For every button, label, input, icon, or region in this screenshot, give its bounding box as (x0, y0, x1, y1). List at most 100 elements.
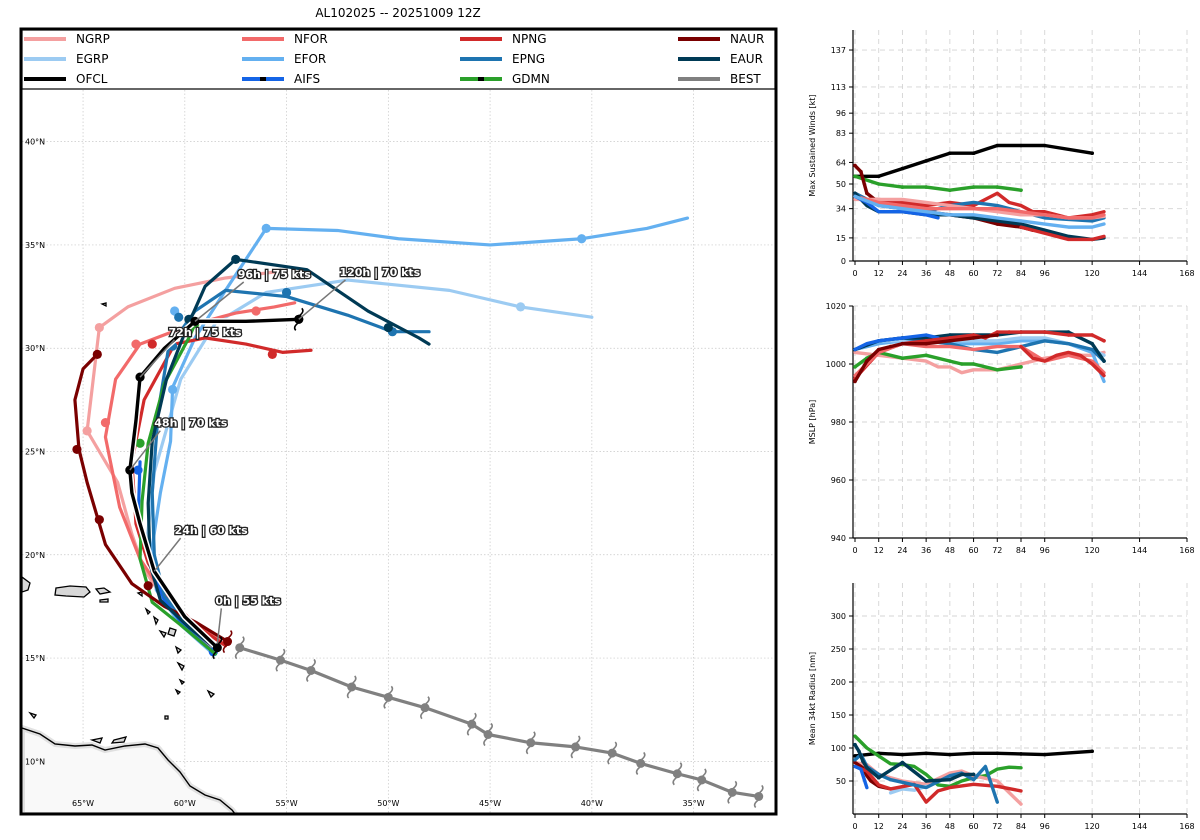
panel-ytick-label: 200 (831, 678, 846, 687)
map-ytick-label: 40°N (25, 138, 45, 147)
island-outline (89, 737, 104, 744)
storm-symbol (275, 648, 286, 672)
panel-point-NAUR (900, 341, 905, 346)
panel-xtick-label: 36 (921, 269, 931, 278)
island-outline (99, 598, 109, 603)
panel-ytick-label: 960 (831, 476, 846, 485)
island-outline (176, 661, 185, 672)
panel-point-NPNG (924, 339, 928, 343)
panel-xtick-label: 0 (852, 546, 857, 555)
panel-point-EAUR (1090, 341, 1094, 346)
panel-point-EAUR (924, 336, 928, 340)
track-point-NAUR (94, 515, 104, 525)
panel-xtick-label: 120 (1085, 546, 1100, 555)
storm-symbol (222, 629, 233, 654)
track-point-GDMN (135, 438, 145, 448)
island-outline (100, 302, 107, 308)
panel-xtick-label: 144 (1132, 269, 1147, 278)
annotation-label: 0h | 55 kts (215, 594, 281, 607)
annotation-label: 120h | 70 kts (339, 266, 420, 279)
panel-point-NPNG (1066, 333, 1071, 337)
panel-point-GDMN (971, 185, 976, 189)
panel-xtick-label: 72 (992, 269, 1002, 278)
forecast-annotation: 48h | 70 kts (129, 415, 229, 471)
island-outline (136, 591, 143, 598)
panel-series-EFOR (853, 194, 1106, 229)
storm-symbol (570, 735, 581, 759)
panel-point-OFCL (948, 752, 952, 757)
storm-symbol (466, 712, 477, 736)
panel-point-GDMN (924, 353, 928, 358)
panel-point-GDMN (948, 188, 952, 192)
panel-point-OFCL (1019, 143, 1023, 148)
island-outline (164, 715, 169, 720)
forecast-annotation: 120h | 70 kts (298, 265, 422, 320)
annotation-label: 96h | 75 kts (238, 268, 312, 281)
legend-entry-EGRP: EGRP (24, 52, 108, 66)
storm-symbol (346, 675, 357, 699)
island-outline (54, 585, 91, 598)
island-outline (94, 587, 112, 595)
panel-series-GDMN (853, 174, 1023, 192)
panel-xtick-label: 24 (897, 546, 907, 555)
legend-entry-EAUR: EAUR (678, 52, 763, 66)
island-outline (158, 629, 167, 639)
panel-xtick-label: 60 (968, 546, 978, 555)
panel-point-OFCL (948, 151, 952, 155)
island-outline (178, 678, 186, 686)
panel-xtick-label: 12 (874, 269, 884, 278)
panel-xtick-label: 60 (968, 269, 978, 278)
panel-series-OFCL (853, 143, 1094, 179)
panel-xtick-label: 72 (992, 546, 1002, 555)
legend-entry-GDMN: GDMN (460, 72, 550, 86)
panel-point-OFCL (924, 159, 928, 163)
legend-label: EGRP (76, 52, 108, 66)
track-point-NFOR (100, 417, 111, 428)
track-point-NAUR (92, 349, 102, 360)
panel-ytick-label: 137 (831, 46, 846, 55)
panel-point-OFCL (971, 751, 976, 756)
panel-point-OFCL (900, 166, 905, 171)
map-ytick-label: 25°N (25, 448, 45, 457)
map-xtick-label: 65°W (72, 799, 94, 808)
panel-point-EAUR (876, 775, 881, 780)
legend-label: EFOR (294, 52, 326, 66)
panel-point-NAUR (865, 191, 869, 196)
panel-ytick-label: 100 (831, 744, 846, 753)
panel-point-OFCL (1042, 143, 1047, 148)
track-point-EFOR (577, 234, 587, 244)
track-point-EPNG (281, 287, 292, 298)
panel-xtick-label: 72 (992, 822, 1002, 831)
panel-point-EAUR (948, 333, 952, 337)
legend-label: GDMN (512, 72, 550, 86)
legend-entry-NAUR: NAUR (678, 32, 764, 46)
panel-point-EAUR (959, 772, 964, 777)
storm-symbol (635, 751, 646, 775)
panel-point-GDMN (900, 356, 905, 361)
track-point-EGRP (516, 302, 526, 312)
map-xtick-label: 45°W (479, 799, 501, 808)
panel-point-NAUR (853, 163, 857, 168)
panel-xtick-label: 48 (945, 269, 955, 278)
mslp-panel: 0 12 24 36 48 60 72 84 96 120 144 168 940 960 980 1000 1… (808, 302, 1195, 555)
island-outline (206, 689, 216, 699)
storm-symbol (525, 731, 536, 755)
annotation-label: 48h | 70 kts (154, 417, 228, 430)
panel-ytick-label: 113 (831, 83, 846, 92)
panel-point-NAUR (876, 347, 881, 352)
panel-point-NAUR (888, 344, 893, 349)
island-outline (174, 688, 182, 696)
island-outline (167, 627, 177, 637)
panel-ytick-label: 980 (831, 418, 846, 427)
panel-point-NPNG (995, 330, 1000, 334)
legend-label: NFOR (294, 32, 328, 46)
panel-point-GDMN (876, 182, 881, 186)
panel-series-NPNG (853, 764, 1023, 804)
panel-point-OFCL (995, 143, 1000, 148)
panel-ytick-label: 83 (836, 129, 846, 138)
panel-xtick-label: 168 (1179, 269, 1194, 278)
annotation-label: 72h | 75 kts (169, 326, 243, 339)
track-point-EAUR (383, 322, 393, 333)
panel-point-NPNG (1102, 339, 1106, 343)
